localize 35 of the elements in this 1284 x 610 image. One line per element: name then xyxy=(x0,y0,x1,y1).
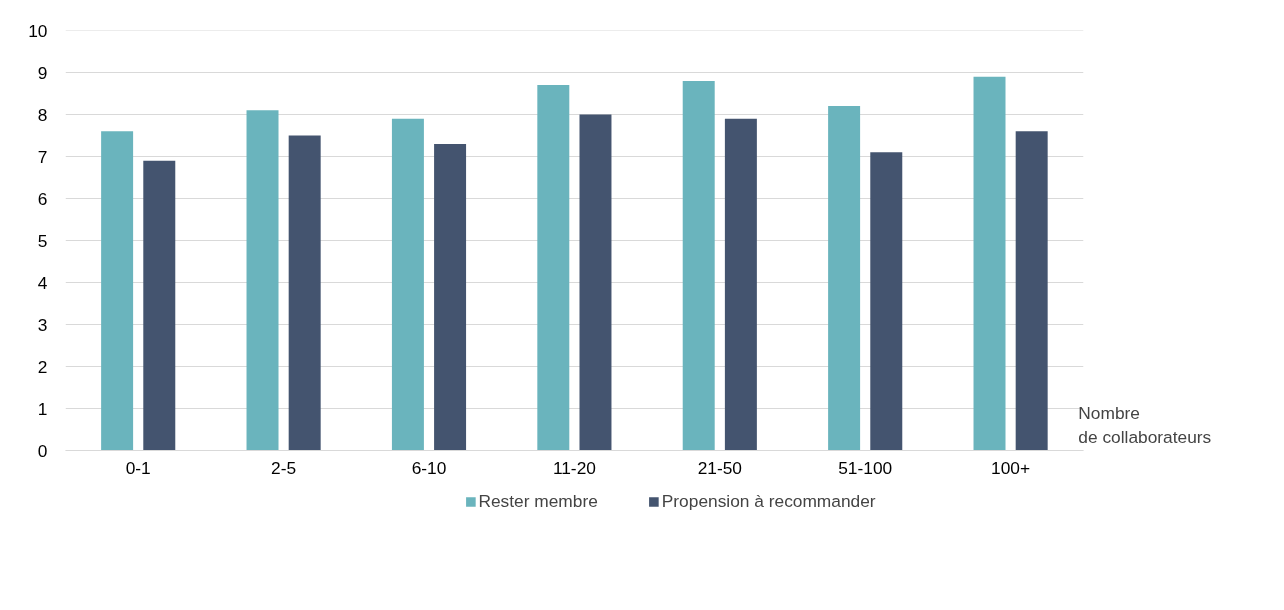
y-tick-label: 8 xyxy=(37,104,48,125)
bar xyxy=(537,85,570,451)
x-tick-label: 51-100 xyxy=(838,457,893,478)
y-tick-label: 3 xyxy=(37,314,48,335)
x-tick-label: 100+ xyxy=(991,457,1031,478)
x-tick-label: 0-1 xyxy=(125,457,151,478)
x-tick-label: 6-10 xyxy=(411,457,447,478)
x-axis-title: Nombre de collaborateurs xyxy=(1078,402,1212,447)
y-tick-label: 4 xyxy=(37,272,48,293)
y-tick-label: 6 xyxy=(37,188,48,209)
bar xyxy=(434,143,467,451)
bar xyxy=(579,114,612,451)
bar xyxy=(288,135,321,451)
x-tick-label: 2-5 xyxy=(271,457,297,478)
y-tick-label: 10 xyxy=(28,20,48,41)
bar xyxy=(246,110,279,451)
x-tick-label: 21-50 xyxy=(697,457,742,478)
y-tick-label: 0 xyxy=(37,440,48,461)
bar xyxy=(391,118,424,451)
bar xyxy=(682,80,715,451)
bar xyxy=(973,76,1006,451)
legend-label: Rester membre xyxy=(478,490,598,512)
y-tick-label: 2 xyxy=(37,356,48,377)
y-tick-label: 7 xyxy=(37,146,48,167)
y-tick-label: 5 xyxy=(37,230,48,251)
legend-label: Propension à recommander xyxy=(661,490,876,512)
bar xyxy=(101,131,134,451)
bar xyxy=(870,152,903,451)
bar xyxy=(828,106,861,451)
bar xyxy=(724,118,757,451)
x-tick-label: 11-20 xyxy=(552,457,596,478)
bar xyxy=(1015,131,1048,451)
bar xyxy=(143,160,176,451)
y-tick-label: 1 xyxy=(37,398,48,419)
y-tick-label: 9 xyxy=(37,62,48,83)
